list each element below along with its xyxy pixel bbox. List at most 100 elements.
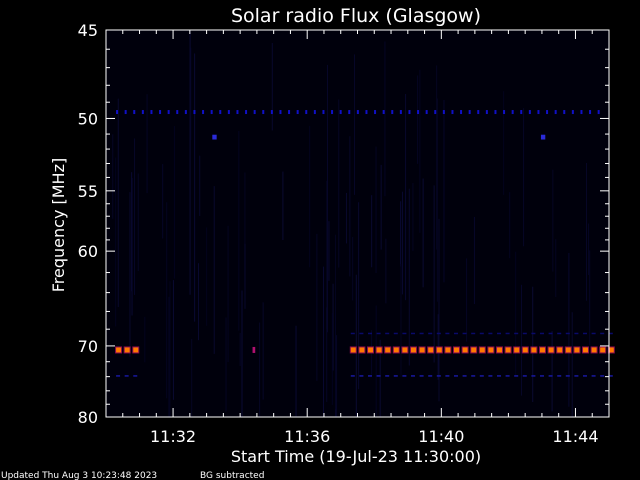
emission-dash — [600, 347, 606, 353]
emission-dash — [453, 375, 458, 377]
emission-dash — [356, 110, 359, 115]
emission-dash — [548, 375, 553, 377]
emission-dash — [393, 347, 399, 353]
emission-dash — [385, 375, 390, 377]
y-tick-label: 60 — [78, 242, 98, 261]
emission-dash — [546, 110, 549, 115]
emission-dash — [488, 375, 493, 377]
emission-dash — [219, 110, 222, 115]
emission-dash — [462, 347, 468, 353]
emission-dash — [539, 332, 544, 335]
emission-dash — [133, 375, 138, 377]
emission-dash — [479, 375, 484, 377]
emission-dash — [479, 332, 484, 335]
y-tick-label: 80 — [78, 408, 98, 427]
emission-dash — [496, 347, 502, 353]
emission-dash — [393, 375, 398, 377]
emission-dash — [557, 347, 563, 353]
emission-dash — [548, 332, 553, 335]
emission-dash — [365, 110, 368, 115]
emission-dash — [531, 375, 536, 377]
emission-dash — [359, 347, 365, 353]
emission-dash — [116, 375, 121, 377]
emission-dash — [436, 375, 441, 377]
emission-dash — [574, 332, 579, 335]
emission-dash — [565, 332, 570, 335]
emission-dash — [591, 332, 596, 335]
emission-dash — [591, 347, 597, 353]
emission-dash — [410, 332, 415, 335]
emission-dash — [451, 110, 454, 115]
axis-ticks: 45 50 55 60 70 80 11:32 11:36 11:40 11:44 — [78, 21, 609, 446]
emission-dash — [522, 375, 527, 377]
emission-dash — [350, 375, 355, 377]
emission-dash — [434, 110, 437, 115]
emission-dash — [141, 110, 144, 115]
emission-dash — [539, 347, 545, 353]
emission-dash — [399, 110, 402, 115]
emission-dash — [402, 375, 407, 377]
emission-dash — [279, 110, 282, 115]
emission-dash — [374, 110, 377, 115]
y-axis-label: Frequency [MHz] — [49, 158, 68, 292]
emission-dash — [236, 110, 239, 115]
emission-dash — [262, 110, 265, 115]
emission-dash — [385, 332, 390, 335]
emission-dash — [445, 347, 451, 353]
emission-dash — [582, 347, 588, 353]
emission-dash — [453, 332, 458, 335]
emission-dash — [496, 375, 501, 377]
emission-dash — [382, 110, 385, 115]
emission-dash — [313, 110, 316, 115]
emission-dash — [133, 110, 136, 115]
emission-dash — [210, 110, 213, 115]
emission-dash — [514, 375, 519, 377]
emission-dash — [514, 332, 519, 335]
emission-dash — [557, 332, 562, 335]
emission-dash — [402, 332, 407, 335]
emission-dash — [176, 110, 179, 115]
emission-dash — [471, 375, 476, 377]
emission-dash — [537, 110, 540, 115]
emission-dash — [133, 347, 139, 353]
emission-dash — [402, 347, 408, 353]
emission-dash — [167, 110, 170, 115]
emission-dash — [608, 332, 613, 335]
emission-dash — [288, 110, 291, 115]
x-tick-label: 11:40 — [418, 427, 464, 446]
emission-dash — [202, 110, 205, 115]
emission-dash — [376, 332, 381, 335]
emission-dash — [350, 332, 355, 335]
emission-dash — [305, 110, 308, 115]
footer-updated: Updated Thu Aug 3 10:23:48 2023 — [1, 471, 157, 480]
emission-dash — [453, 347, 459, 353]
emission-dash — [359, 375, 364, 377]
emission-dash — [124, 347, 130, 353]
emission-dash — [608, 375, 613, 377]
emission-dash — [296, 110, 299, 115]
emission-dash — [477, 110, 480, 115]
emission-dash — [522, 332, 527, 335]
emission-dash — [436, 332, 441, 335]
background-noise — [105, 31, 591, 417]
emission-dash — [505, 347, 511, 353]
emission-dash — [124, 110, 127, 115]
emission-dash — [511, 110, 514, 115]
emission-dash — [600, 375, 605, 377]
emission-dash — [488, 347, 494, 353]
emission-dash — [410, 347, 416, 353]
emission-dash — [462, 332, 467, 335]
emission-dash — [367, 332, 372, 335]
emission-dash — [548, 347, 554, 353]
emission-dash — [445, 332, 450, 335]
emission-dash — [367, 347, 373, 353]
emission-dash — [580, 110, 583, 115]
emission-dash — [563, 110, 566, 115]
x-axis-label: Start Time (19-Jul-23 11:30:00) — [231, 447, 481, 466]
emission-dash — [531, 347, 537, 353]
emission-dash — [505, 375, 510, 377]
emission-dash — [565, 347, 571, 353]
emission-dash — [600, 332, 605, 335]
emission-dot — [212, 134, 217, 140]
